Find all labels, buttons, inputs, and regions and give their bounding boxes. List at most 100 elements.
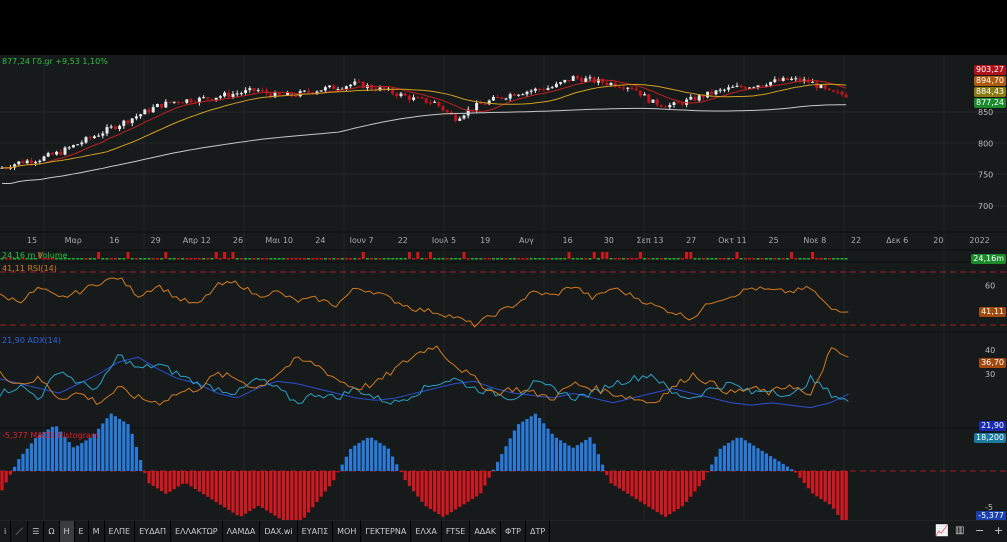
toolbar-item[interactable]: i [0, 521, 12, 542]
toolbar-item[interactable]: ΑΔΑΚ [470, 521, 501, 542]
chart-canvas[interactable]: 850 800 750 700 15 Μαρ 16 29 Απρ 12 26 Μαι 10 24 Ιου… [0, 55, 1007, 529]
volume-bar [21, 258, 25, 260]
candle [214, 97, 218, 100]
macd-bar [416, 471, 420, 497]
volume-bar [819, 258, 823, 260]
volume-bar [479, 258, 483, 260]
volume-bar [643, 258, 647, 260]
macd-bar [752, 445, 756, 471]
macd-bar [756, 448, 760, 471]
toolbar-item[interactable]: ΕΥΔΑΠ [135, 521, 172, 542]
candle [67, 147, 71, 149]
adx-tick: 40 [985, 346, 995, 355]
volume-bar [147, 258, 151, 260]
candle [731, 86, 735, 88]
macd-bar [760, 450, 764, 471]
toolbar-item[interactable]: DAX.wi [260, 521, 298, 542]
volume-bar [676, 258, 680, 260]
toolbar-item[interactable]: ΛΑΜΔΑ [223, 521, 261, 542]
candle [512, 94, 516, 96]
candle [118, 125, 122, 130]
candle [101, 133, 105, 136]
macd-bar [638, 471, 642, 502]
candle [756, 85, 760, 88]
macd-bar [575, 445, 579, 471]
toolbar-item[interactable]: Ω [44, 521, 60, 542]
volume-bar [496, 258, 500, 260]
candle [718, 89, 722, 91]
candle [655, 99, 659, 106]
candle [113, 126, 117, 130]
volume-bar [638, 252, 642, 259]
macd-bar [433, 471, 437, 512]
volume-bar [466, 258, 470, 260]
candle [739, 85, 743, 88]
candle [122, 120, 126, 126]
volume-bar [718, 258, 722, 260]
toolbar-item[interactable]: ΕΛΠΕ [105, 521, 136, 542]
toolbar-item[interactable]: ΓΕΚΤΕΡΝΑ [361, 521, 412, 542]
toolbar-item[interactable]: ☰ [28, 521, 45, 542]
toolbar-item[interactable]: ΕΛΛΑΚΤΩΡ [171, 521, 223, 542]
macd-bar [521, 421, 525, 471]
volume-bar [307, 258, 311, 260]
candle [676, 102, 680, 104]
volume-bar [832, 258, 836, 260]
macd-bar [139, 459, 143, 471]
price-tick: 700 [978, 202, 993, 211]
chart-area[interactable]: 850 800 750 700 15 Μαρ 16 29 Απρ 12 26 Μαι 10 24 Ιου… [0, 55, 1007, 529]
line-chart-icon[interactable]: 📈 [935, 524, 949, 537]
candle [622, 87, 626, 89]
macd-bar [512, 430, 516, 471]
x-axis-label: Ιουλ 5 [432, 236, 456, 245]
macd-bar [185, 471, 189, 484]
volume-bar [118, 258, 122, 260]
toolbar-item[interactable]: ΜΟΗ [333, 521, 362, 542]
toolbar-item[interactable]: Ε [75, 521, 89, 542]
bar-chart-icon[interactable]: ▥ [955, 525, 965, 536]
macd-bar [239, 471, 243, 517]
macd-bar [743, 440, 747, 471]
x-axis-label: Οκτ 11 [718, 236, 747, 245]
rsi-label: 41,11 RSI(14) [2, 264, 57, 273]
candle [487, 100, 491, 105]
macd-bar [42, 432, 46, 471]
toolbar-item[interactable]: ΕΛΧΑ [411, 521, 442, 542]
volume-bar [785, 258, 789, 260]
volume-bar [8, 258, 12, 260]
volume-bar [701, 258, 705, 260]
toolbar-item[interactable]: ΕΥΑΠΣ [298, 521, 334, 542]
candle [752, 87, 756, 89]
macd-bar [227, 471, 231, 510]
macd-bar [748, 442, 752, 471]
toolbar-item[interactable]: FTSE [442, 521, 471, 542]
candle [391, 88, 395, 94]
volume-bar [84, 258, 88, 260]
macd-bar [706, 471, 710, 473]
zoom-out-icon[interactable]: − [975, 524, 985, 537]
toolbar-item[interactable]: ΦΤΡ [501, 521, 526, 542]
macd-bar [668, 471, 672, 515]
candle [84, 137, 88, 143]
macd-bar [517, 424, 521, 471]
toolbar-item[interactable]: Μ [89, 521, 105, 542]
volume-bar [340, 258, 344, 260]
candle [517, 94, 521, 96]
toolbar-item[interactable]: Η [59, 521, 75, 542]
macd-bar [487, 471, 491, 478]
toolbar: i ／ ☰ Ω Η Ε Μ ΕΛΠΕ ΕΥΔΑΠ ΕΛΛΑΚΤΩΡ ΛΑΜΔΑ DAX.wi ΕΥΑΠΣ… [0, 520, 1007, 542]
candle [823, 84, 827, 89]
toolbar-item[interactable]: ΔΤΡ [526, 521, 551, 542]
candle [50, 153, 54, 155]
macd-bar [832, 471, 836, 509]
candle [760, 85, 764, 87]
zoom-in-icon[interactable]: + [994, 524, 1004, 537]
volume-bar [370, 258, 374, 260]
candle [571, 76, 575, 81]
macd-bar [525, 418, 529, 471]
macd-bar [764, 453, 768, 471]
macd-bar [840, 471, 844, 522]
macd-bar [466, 471, 470, 502]
volume-bar [441, 258, 445, 260]
toolbar-item[interactable]: ／ [11, 521, 29, 542]
